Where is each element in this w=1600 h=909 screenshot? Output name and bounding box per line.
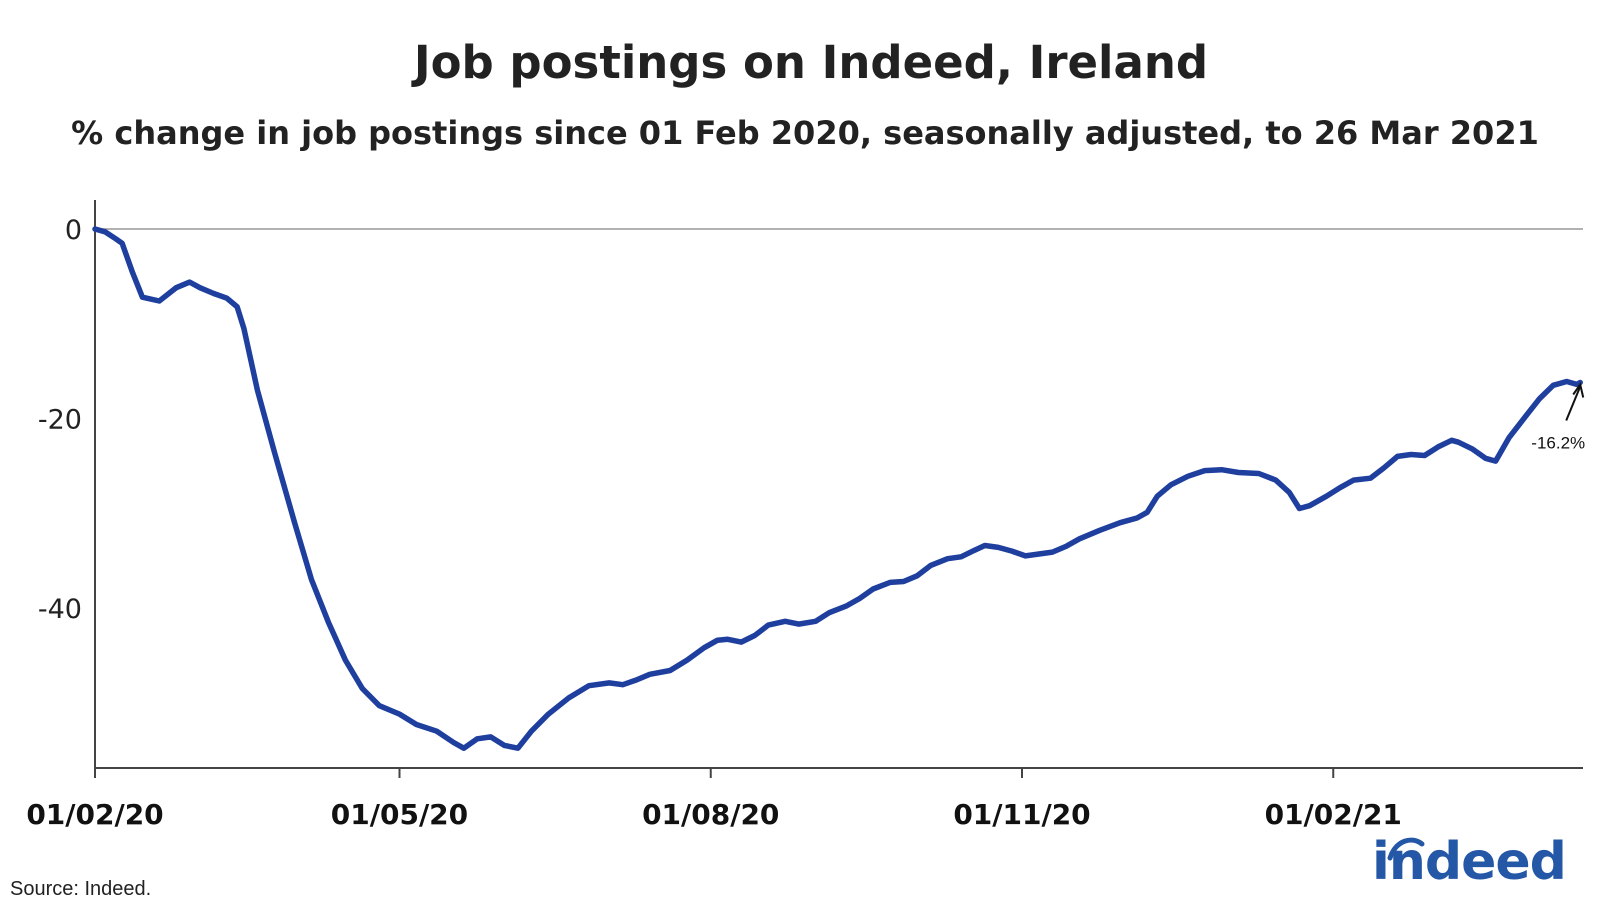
chart-subtitle: % change in job postings since 01 Feb 20… [71, 114, 1539, 152]
x-tick-label: 01/08/20 [642, 798, 779, 831]
chart-title: Job postings on Indeed, Ireland [413, 36, 1209, 89]
annotation-arrow-line [1565, 386, 1582, 421]
annotation-arrow-head-icon [1572, 382, 1585, 398]
x-tick-label: 01/05/20 [331, 798, 468, 831]
source-note: Source: Indeed. [10, 878, 152, 900]
indeed-logo: indeed [1372, 832, 1567, 892]
annotation-label: -16.2% [1531, 433, 1585, 452]
tick-labels: 0 -20 -40 01/02/20 01/05/20 01/08/20 01/11/20 0… [26, 215, 1402, 831]
x-tick-label: 01/11/20 [953, 798, 1090, 831]
y-tick-label: -40 [38, 594, 82, 625]
y-tick-label: -20 [38, 405, 82, 436]
indeed-logo-arc-icon [1387, 837, 1425, 861]
series-layer [92, 226, 1583, 751]
series-line-0 [92, 226, 1583, 751]
y-tick-label: 0 [65, 215, 82, 246]
x-tick-label: 01/02/21 [1265, 798, 1402, 831]
axes [94, 200, 1583, 769]
x-tick-label: 01/02/20 [26, 798, 163, 831]
annotation-layer: -16.2% [1531, 382, 1585, 452]
